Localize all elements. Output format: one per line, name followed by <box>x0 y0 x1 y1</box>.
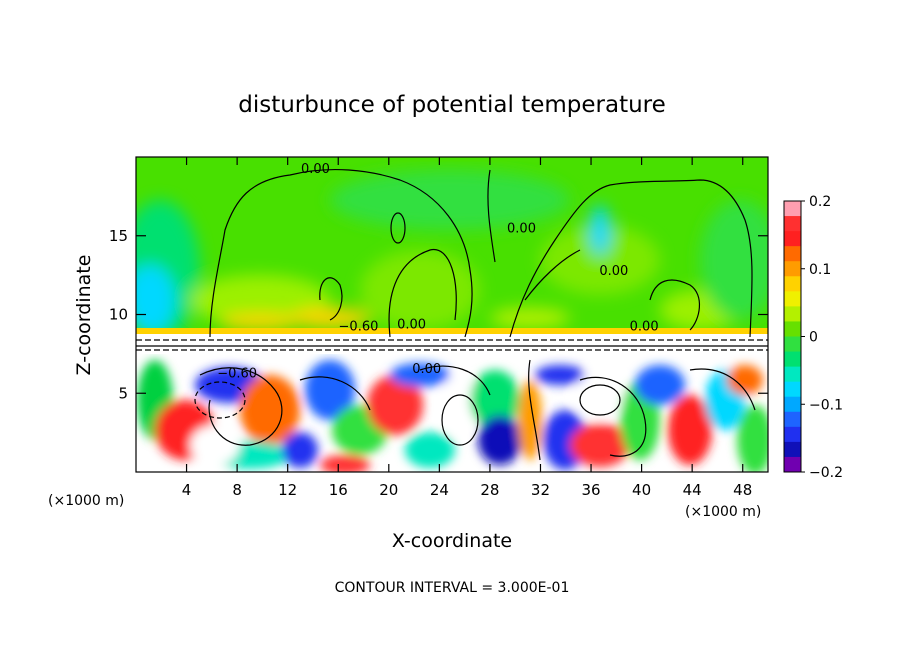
colorbar-swatch <box>784 306 801 322</box>
colorbar-swatch <box>784 426 801 443</box>
colorbar: 0.2 0.1 0 −0.1 −0.2 <box>783 194 843 481</box>
colorbar-swatch <box>784 441 801 458</box>
colorbar-swatch <box>784 366 801 383</box>
colorbar-swatch <box>784 246 801 262</box>
boundary-band <box>136 328 768 334</box>
y-tick-label: 10 <box>109 306 128 324</box>
x-axis: 4 8 12 16 20 24 28 32 36 40 44 48 <box>182 157 752 499</box>
colorbar-swatch <box>784 276 801 292</box>
y-tick-label: 5 <box>118 384 128 402</box>
y-axis-label: Z-coordinate <box>73 255 95 376</box>
contour-label: 0.00 <box>507 222 536 237</box>
colorbar-swatch <box>784 396 801 413</box>
colorbar-tick-label: −0.2 <box>809 465 843 481</box>
chart-title: disturbunce of potential temperature <box>238 92 666 118</box>
x-tick-label: 24 <box>430 481 449 499</box>
x-unit-left: (×1000 m) <box>48 493 124 509</box>
colorbar-tick-label: 0.2 <box>809 194 831 210</box>
colorbar-swatch <box>784 351 801 368</box>
upper-field-texture <box>136 170 768 340</box>
contour-label: 0.00 <box>301 162 330 177</box>
contour-lines <box>136 168 768 461</box>
colorbar-tick-label: 0 <box>809 330 818 346</box>
colorbar-swatch <box>784 216 801 232</box>
colorbar-swatch <box>784 411 801 428</box>
x-tick-label: 28 <box>480 481 499 499</box>
contour-label: −0.60 <box>217 367 257 382</box>
colorbar-swatch <box>784 336 801 353</box>
colorbar-swatch <box>784 381 801 398</box>
plot-area: 0.00 0.00 0.00 0.00 −0.60 0.00 −0.60 0.00 <box>136 157 768 472</box>
x-axis-label: X-coordinate <box>392 530 512 552</box>
x-tick-label: 44 <box>683 481 702 499</box>
x-tick-label: 36 <box>581 481 600 499</box>
x-tick-label: 8 <box>232 481 242 499</box>
x-unit-right: (×1000 m) <box>685 504 761 520</box>
contour-labels: 0.00 0.00 0.00 0.00 −0.60 0.00 −0.60 0.00 <box>217 162 659 382</box>
colorbar-tick-label: 0.1 <box>809 262 831 278</box>
contour-label: −0.60 <box>339 319 379 334</box>
boundary-band-white <box>136 334 768 352</box>
x-tick-label: 32 <box>531 481 550 499</box>
contour-label: 0.00 <box>412 362 441 377</box>
colorbar-swatch <box>784 231 801 247</box>
colorbar-swatch <box>784 456 801 473</box>
colorbar-swatch <box>784 261 801 277</box>
y-tick-label: 15 <box>109 227 128 245</box>
colorbar-tick-label: −0.1 <box>809 397 843 413</box>
x-tick-label: 12 <box>278 481 297 499</box>
contour-label: 0.00 <box>599 264 628 279</box>
x-tick-label: 4 <box>182 481 192 499</box>
contour-label: 0.00 <box>397 318 426 333</box>
y-axis: 5 10 15 <box>109 227 768 402</box>
colorbar-swatch <box>784 201 801 217</box>
x-tick-label: 48 <box>733 481 752 499</box>
colorbar-swatch <box>784 291 801 307</box>
x-tick-label: 16 <box>329 481 348 499</box>
contour-label: 0.00 <box>630 319 659 334</box>
colorbar-swatch <box>784 321 801 337</box>
lower-field-texture <box>137 360 768 472</box>
x-tick-label: 40 <box>632 481 651 499</box>
x-tick-label: 20 <box>379 481 398 499</box>
contour-interval-footer: CONTOUR INTERVAL = 3.000E-01 <box>335 580 570 596</box>
